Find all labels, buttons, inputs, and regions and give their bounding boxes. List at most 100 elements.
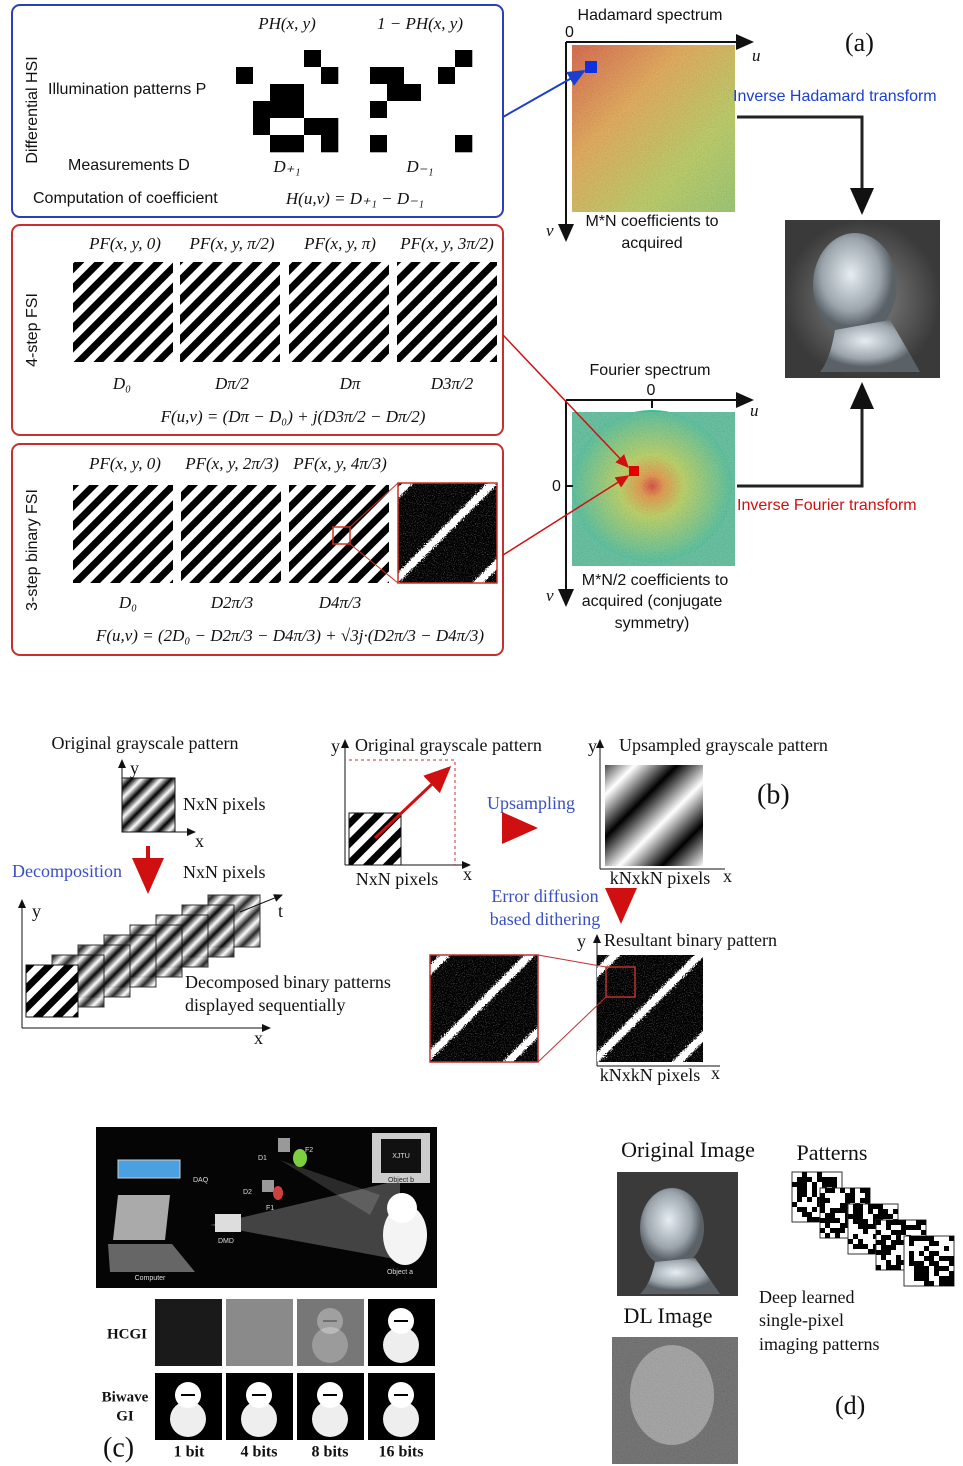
figure: Differential HSI Illumination patterns P… bbox=[0, 0, 963, 1466]
pattern-cell bbox=[886, 1250, 891, 1255]
panel-label: (d) bbox=[835, 1391, 865, 1420]
step-label: based dithering bbox=[490, 909, 600, 929]
pattern-cell bbox=[835, 1208, 840, 1213]
pattern-cell bbox=[873, 1214, 878, 1219]
measurement-label: Dπ/2 bbox=[214, 374, 250, 393]
pattern-cell bbox=[820, 1203, 825, 1208]
pattern-cell bbox=[883, 1209, 888, 1214]
row-title: Differential HSI bbox=[24, 56, 41, 163]
pattern-cell bbox=[387, 118, 404, 135]
pattern-cell bbox=[896, 1265, 901, 1270]
pattern-cell bbox=[939, 1276, 944, 1281]
pattern-cell bbox=[944, 1266, 949, 1271]
pattern-cell bbox=[404, 50, 421, 67]
pattern-cell bbox=[840, 1188, 845, 1193]
pattern-cell bbox=[825, 1218, 830, 1223]
pattern-cell bbox=[896, 1220, 901, 1225]
pattern-cell bbox=[911, 1225, 916, 1230]
pattern-cell bbox=[840, 1208, 845, 1213]
pattern-cell bbox=[820, 1193, 825, 1198]
pattern-cell bbox=[891, 1230, 896, 1235]
fringe-pattern bbox=[397, 262, 497, 362]
transform-label: Inverse Hadamard transform bbox=[733, 88, 937, 105]
pattern-cell bbox=[886, 1260, 891, 1265]
pattern-cell bbox=[878, 1204, 883, 1209]
pattern-cell bbox=[304, 67, 321, 84]
pattern-cell bbox=[858, 1224, 863, 1229]
pattern-cell bbox=[944, 1256, 949, 1261]
caption: Resultant binary pattern bbox=[604, 930, 777, 950]
pattern-cell bbox=[270, 135, 287, 152]
pattern-cell bbox=[886, 1265, 891, 1270]
pattern-cell bbox=[949, 1256, 954, 1261]
pattern-cell bbox=[825, 1198, 830, 1203]
pattern-cell bbox=[253, 135, 270, 152]
axis-label: y bbox=[130, 758, 139, 778]
pattern-cell bbox=[909, 1236, 914, 1241]
note: single-pixel bbox=[759, 1310, 844, 1330]
pattern-cell bbox=[891, 1245, 896, 1250]
daq bbox=[118, 1160, 180, 1178]
pattern-cell bbox=[858, 1219, 863, 1224]
pattern-cell bbox=[858, 1204, 863, 1209]
pattern-cell bbox=[934, 1266, 939, 1271]
spectrum-title: Fourier spectrum bbox=[590, 362, 711, 379]
axis-label: x bbox=[463, 864, 472, 884]
setup-label: D1 bbox=[258, 1155, 267, 1162]
binary-pattern bbox=[597, 955, 703, 1062]
pattern-cell bbox=[944, 1246, 949, 1251]
upsampled-pattern bbox=[605, 765, 703, 866]
pattern-cell bbox=[817, 1172, 822, 1177]
pattern-cell bbox=[304, 50, 321, 67]
pattern-cell bbox=[949, 1276, 954, 1281]
row-label: Measurements D bbox=[68, 157, 190, 174]
pattern-cell bbox=[881, 1240, 886, 1245]
pattern-cell bbox=[832, 1182, 837, 1187]
pattern-cell bbox=[901, 1220, 906, 1225]
axis-label: x bbox=[723, 866, 732, 886]
pattern-cell bbox=[270, 84, 287, 101]
pattern-cell bbox=[370, 118, 387, 135]
caption: Original grayscale pattern bbox=[355, 735, 542, 755]
pattern-cell bbox=[287, 50, 304, 67]
pattern-cell bbox=[876, 1230, 881, 1235]
pattern-cell bbox=[287, 84, 304, 101]
pattern-label: PF(x, y, 4π/3) bbox=[292, 454, 387, 473]
pattern-cell bbox=[868, 1249, 873, 1254]
zoom-line bbox=[538, 955, 606, 967]
setup-label: F2 bbox=[305, 1147, 313, 1154]
pattern-cell bbox=[944, 1281, 949, 1286]
pattern-cell bbox=[253, 118, 270, 135]
pattern-cell bbox=[270, 101, 287, 118]
pattern-cell bbox=[370, 135, 387, 152]
pattern-cell bbox=[873, 1204, 878, 1209]
pattern-cell bbox=[387, 135, 404, 152]
pattern-cell bbox=[916, 1220, 921, 1225]
pattern-cell bbox=[253, 50, 270, 67]
laptop-screen bbox=[113, 1195, 170, 1240]
pattern-cell bbox=[827, 1177, 832, 1182]
pattern-cell bbox=[886, 1225, 891, 1230]
pattern-cell bbox=[835, 1218, 840, 1223]
pattern-cell bbox=[949, 1236, 954, 1241]
row-label: GI bbox=[116, 1408, 134, 1424]
pattern-cell bbox=[404, 135, 421, 152]
pattern-cell bbox=[287, 67, 304, 84]
pattern-cell bbox=[797, 1177, 802, 1182]
pattern-cell bbox=[802, 1192, 807, 1197]
pattern-cell bbox=[934, 1251, 939, 1256]
pattern-cell bbox=[455, 84, 472, 101]
pattern-label: PF(x, y, 2π/3) bbox=[184, 454, 279, 473]
pattern-cell bbox=[812, 1192, 817, 1197]
pattern-cell bbox=[304, 84, 321, 101]
pattern-cell bbox=[304, 118, 321, 135]
pattern-cell bbox=[876, 1220, 881, 1225]
pattern-cell bbox=[830, 1218, 835, 1223]
setup-label: D2 bbox=[243, 1189, 252, 1196]
pattern-cell bbox=[438, 84, 455, 101]
pattern-cell bbox=[387, 84, 404, 101]
pattern-cell bbox=[370, 101, 387, 118]
pattern-label: PF(x, y, π) bbox=[303, 234, 376, 253]
pattern-cell bbox=[934, 1241, 939, 1246]
axis-label: x bbox=[711, 1063, 720, 1083]
